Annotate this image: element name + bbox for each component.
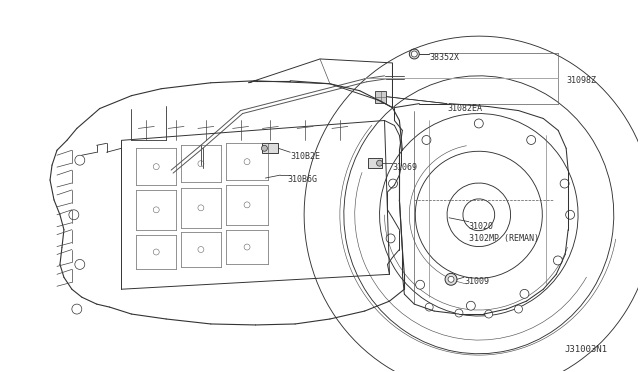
Circle shape	[484, 310, 493, 318]
Text: 31020: 31020	[469, 222, 494, 231]
Circle shape	[467, 301, 476, 310]
Circle shape	[455, 309, 463, 317]
FancyBboxPatch shape	[374, 91, 387, 103]
Circle shape	[520, 289, 529, 298]
Text: 31009: 31009	[464, 277, 489, 286]
Circle shape	[554, 256, 563, 265]
Circle shape	[410, 49, 419, 59]
Circle shape	[75, 155, 84, 165]
Circle shape	[566, 210, 575, 219]
Circle shape	[72, 304, 82, 314]
Text: 310B6G: 310B6G	[287, 175, 317, 184]
Circle shape	[415, 280, 424, 289]
Circle shape	[75, 259, 84, 269]
FancyBboxPatch shape	[262, 143, 278, 153]
Circle shape	[515, 305, 522, 313]
Text: J31003N1: J31003N1	[565, 345, 608, 354]
Circle shape	[422, 135, 431, 144]
Circle shape	[445, 273, 457, 285]
Circle shape	[560, 179, 569, 188]
Circle shape	[425, 303, 433, 311]
Text: 31098Z: 31098Z	[566, 76, 596, 85]
Circle shape	[262, 145, 268, 151]
Circle shape	[69, 210, 79, 220]
Circle shape	[376, 160, 383, 166]
Circle shape	[386, 234, 395, 243]
Circle shape	[474, 119, 483, 128]
FancyBboxPatch shape	[367, 158, 381, 168]
Text: 38352X: 38352X	[429, 53, 459, 62]
Text: 31082EA: 31082EA	[447, 104, 482, 113]
Circle shape	[527, 135, 536, 144]
Circle shape	[388, 179, 397, 188]
Text: 31069: 31069	[392, 163, 417, 172]
Text: 3102MP (REMAN): 3102MP (REMAN)	[469, 234, 539, 243]
Circle shape	[448, 276, 454, 282]
Text: 310B2E: 310B2E	[290, 152, 320, 161]
Circle shape	[412, 51, 417, 57]
